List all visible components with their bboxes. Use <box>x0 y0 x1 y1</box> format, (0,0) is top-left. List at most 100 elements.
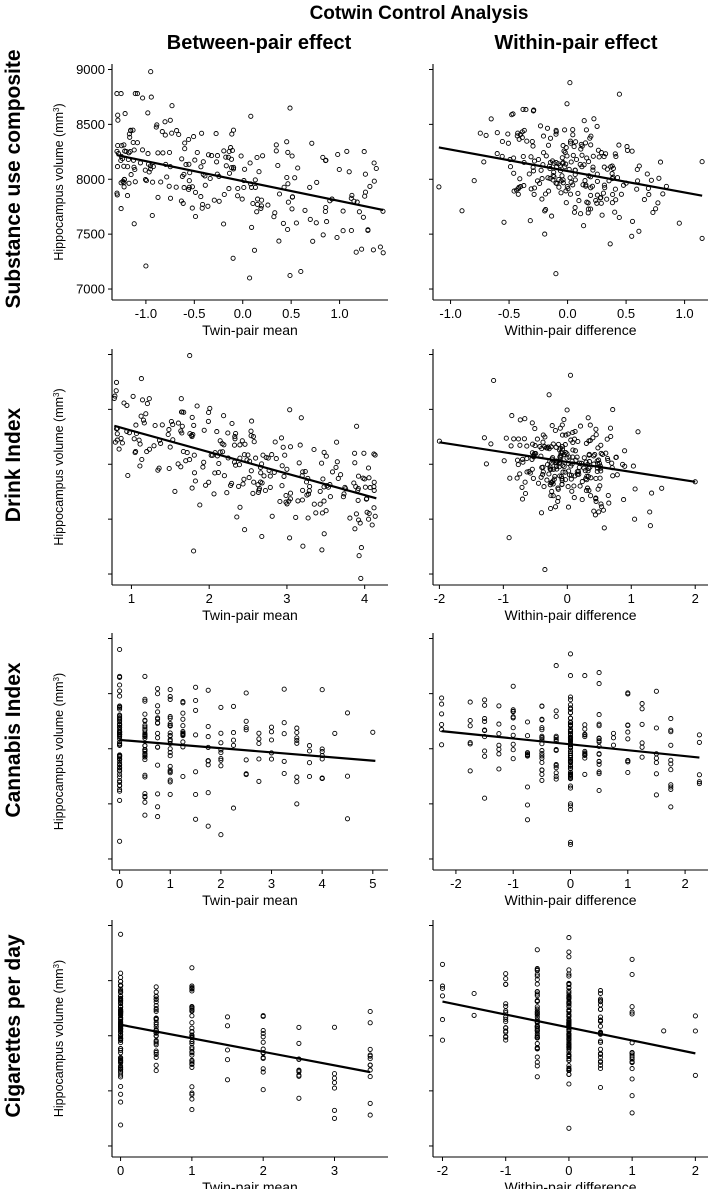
data-point <box>578 211 584 217</box>
data-point <box>142 724 148 730</box>
data-point <box>601 154 607 160</box>
data-point <box>573 156 580 163</box>
data-point <box>566 1049 572 1055</box>
data-point <box>192 478 198 484</box>
data-point <box>114 91 120 97</box>
x-tick-label: 2 <box>681 876 688 891</box>
data-point <box>610 730 617 736</box>
data-point <box>567 191 574 197</box>
data-point <box>546 392 552 398</box>
data-point <box>370 247 376 253</box>
data-point <box>580 182 586 188</box>
data-point <box>220 449 226 455</box>
data-point <box>668 782 674 788</box>
data-point <box>334 439 340 445</box>
data-point <box>567 80 573 86</box>
data-point <box>248 113 254 119</box>
data-point <box>573 139 579 145</box>
data-point <box>551 466 557 472</box>
data-point <box>145 110 151 116</box>
data-point <box>550 481 556 487</box>
data-point <box>517 442 523 448</box>
data-point <box>561 148 567 154</box>
x-axis-label: Twin-pair mean <box>202 322 298 338</box>
data-point <box>634 186 640 192</box>
data-point <box>528 186 534 192</box>
data-point <box>542 567 548 573</box>
data-point <box>193 816 199 822</box>
data-point <box>566 949 572 955</box>
data-point <box>510 732 516 738</box>
data-point <box>597 999 604 1005</box>
data-point <box>543 207 549 213</box>
data-point <box>344 710 351 716</box>
data-point <box>179 423 185 429</box>
scatter-panel-r0c0: -1.0 -0.5 0.0 0.5 1.0 7000 7500 8000 8500 9000 Twi… <box>52 62 388 338</box>
data-point <box>507 164 514 170</box>
x-axis-label: Twin-pair mean <box>202 892 298 908</box>
fit-line <box>119 738 376 762</box>
data-point <box>221 191 227 198</box>
data-point <box>625 729 631 735</box>
data-point <box>269 513 275 519</box>
data-point <box>198 194 204 200</box>
data-point <box>567 723 574 729</box>
data-point <box>272 439 278 445</box>
data-point <box>141 420 147 426</box>
data-point <box>377 244 383 250</box>
data-point <box>624 144 630 150</box>
data-point <box>600 190 606 196</box>
data-point <box>598 501 604 507</box>
data-point <box>167 117 173 123</box>
data-point <box>596 509 602 515</box>
data-point <box>607 425 614 431</box>
data-point <box>243 724 249 731</box>
data-point <box>150 179 156 185</box>
data-point <box>595 486 601 492</box>
data-point <box>567 748 574 754</box>
data-point <box>202 182 208 188</box>
data-point <box>569 488 575 494</box>
data-point <box>519 496 526 502</box>
data-point <box>582 752 588 758</box>
data-point <box>317 488 323 494</box>
data-point <box>538 167 544 173</box>
data-point <box>562 127 568 133</box>
x-tick-label: 1.0 <box>331 306 349 321</box>
data-point <box>604 196 610 202</box>
data-point <box>242 441 248 447</box>
data-point <box>306 748 313 754</box>
data-point <box>289 206 295 212</box>
data-point <box>323 508 329 514</box>
data-point <box>169 130 175 136</box>
data-point <box>503 981 509 987</box>
data-point <box>596 758 602 765</box>
x-tick-label: 1 <box>167 876 174 891</box>
data-point <box>361 450 367 456</box>
y-tick-label: 7000 <box>76 282 105 297</box>
data-point <box>167 687 173 693</box>
y-axis-label-end: ) <box>52 960 66 964</box>
data-point <box>601 525 607 531</box>
data-point <box>561 451 567 457</box>
data-point <box>353 249 359 255</box>
data-point <box>629 1110 635 1116</box>
data-point <box>538 510 545 516</box>
data-point <box>239 438 245 444</box>
data-point <box>657 159 664 165</box>
data-point <box>362 189 369 195</box>
data-point <box>155 730 161 736</box>
data-point <box>189 1064 195 1070</box>
data-point <box>115 142 121 149</box>
data-point <box>539 748 545 754</box>
x-tick-label: 0.0 <box>559 306 577 321</box>
data-point <box>153 984 159 990</box>
data-point <box>284 174 290 181</box>
data-point <box>481 435 487 441</box>
data-point <box>532 450 538 457</box>
data-point <box>532 443 538 449</box>
data-point <box>178 198 184 204</box>
data-point <box>260 1013 266 1019</box>
data-point <box>629 148 635 154</box>
data-point <box>167 746 173 752</box>
